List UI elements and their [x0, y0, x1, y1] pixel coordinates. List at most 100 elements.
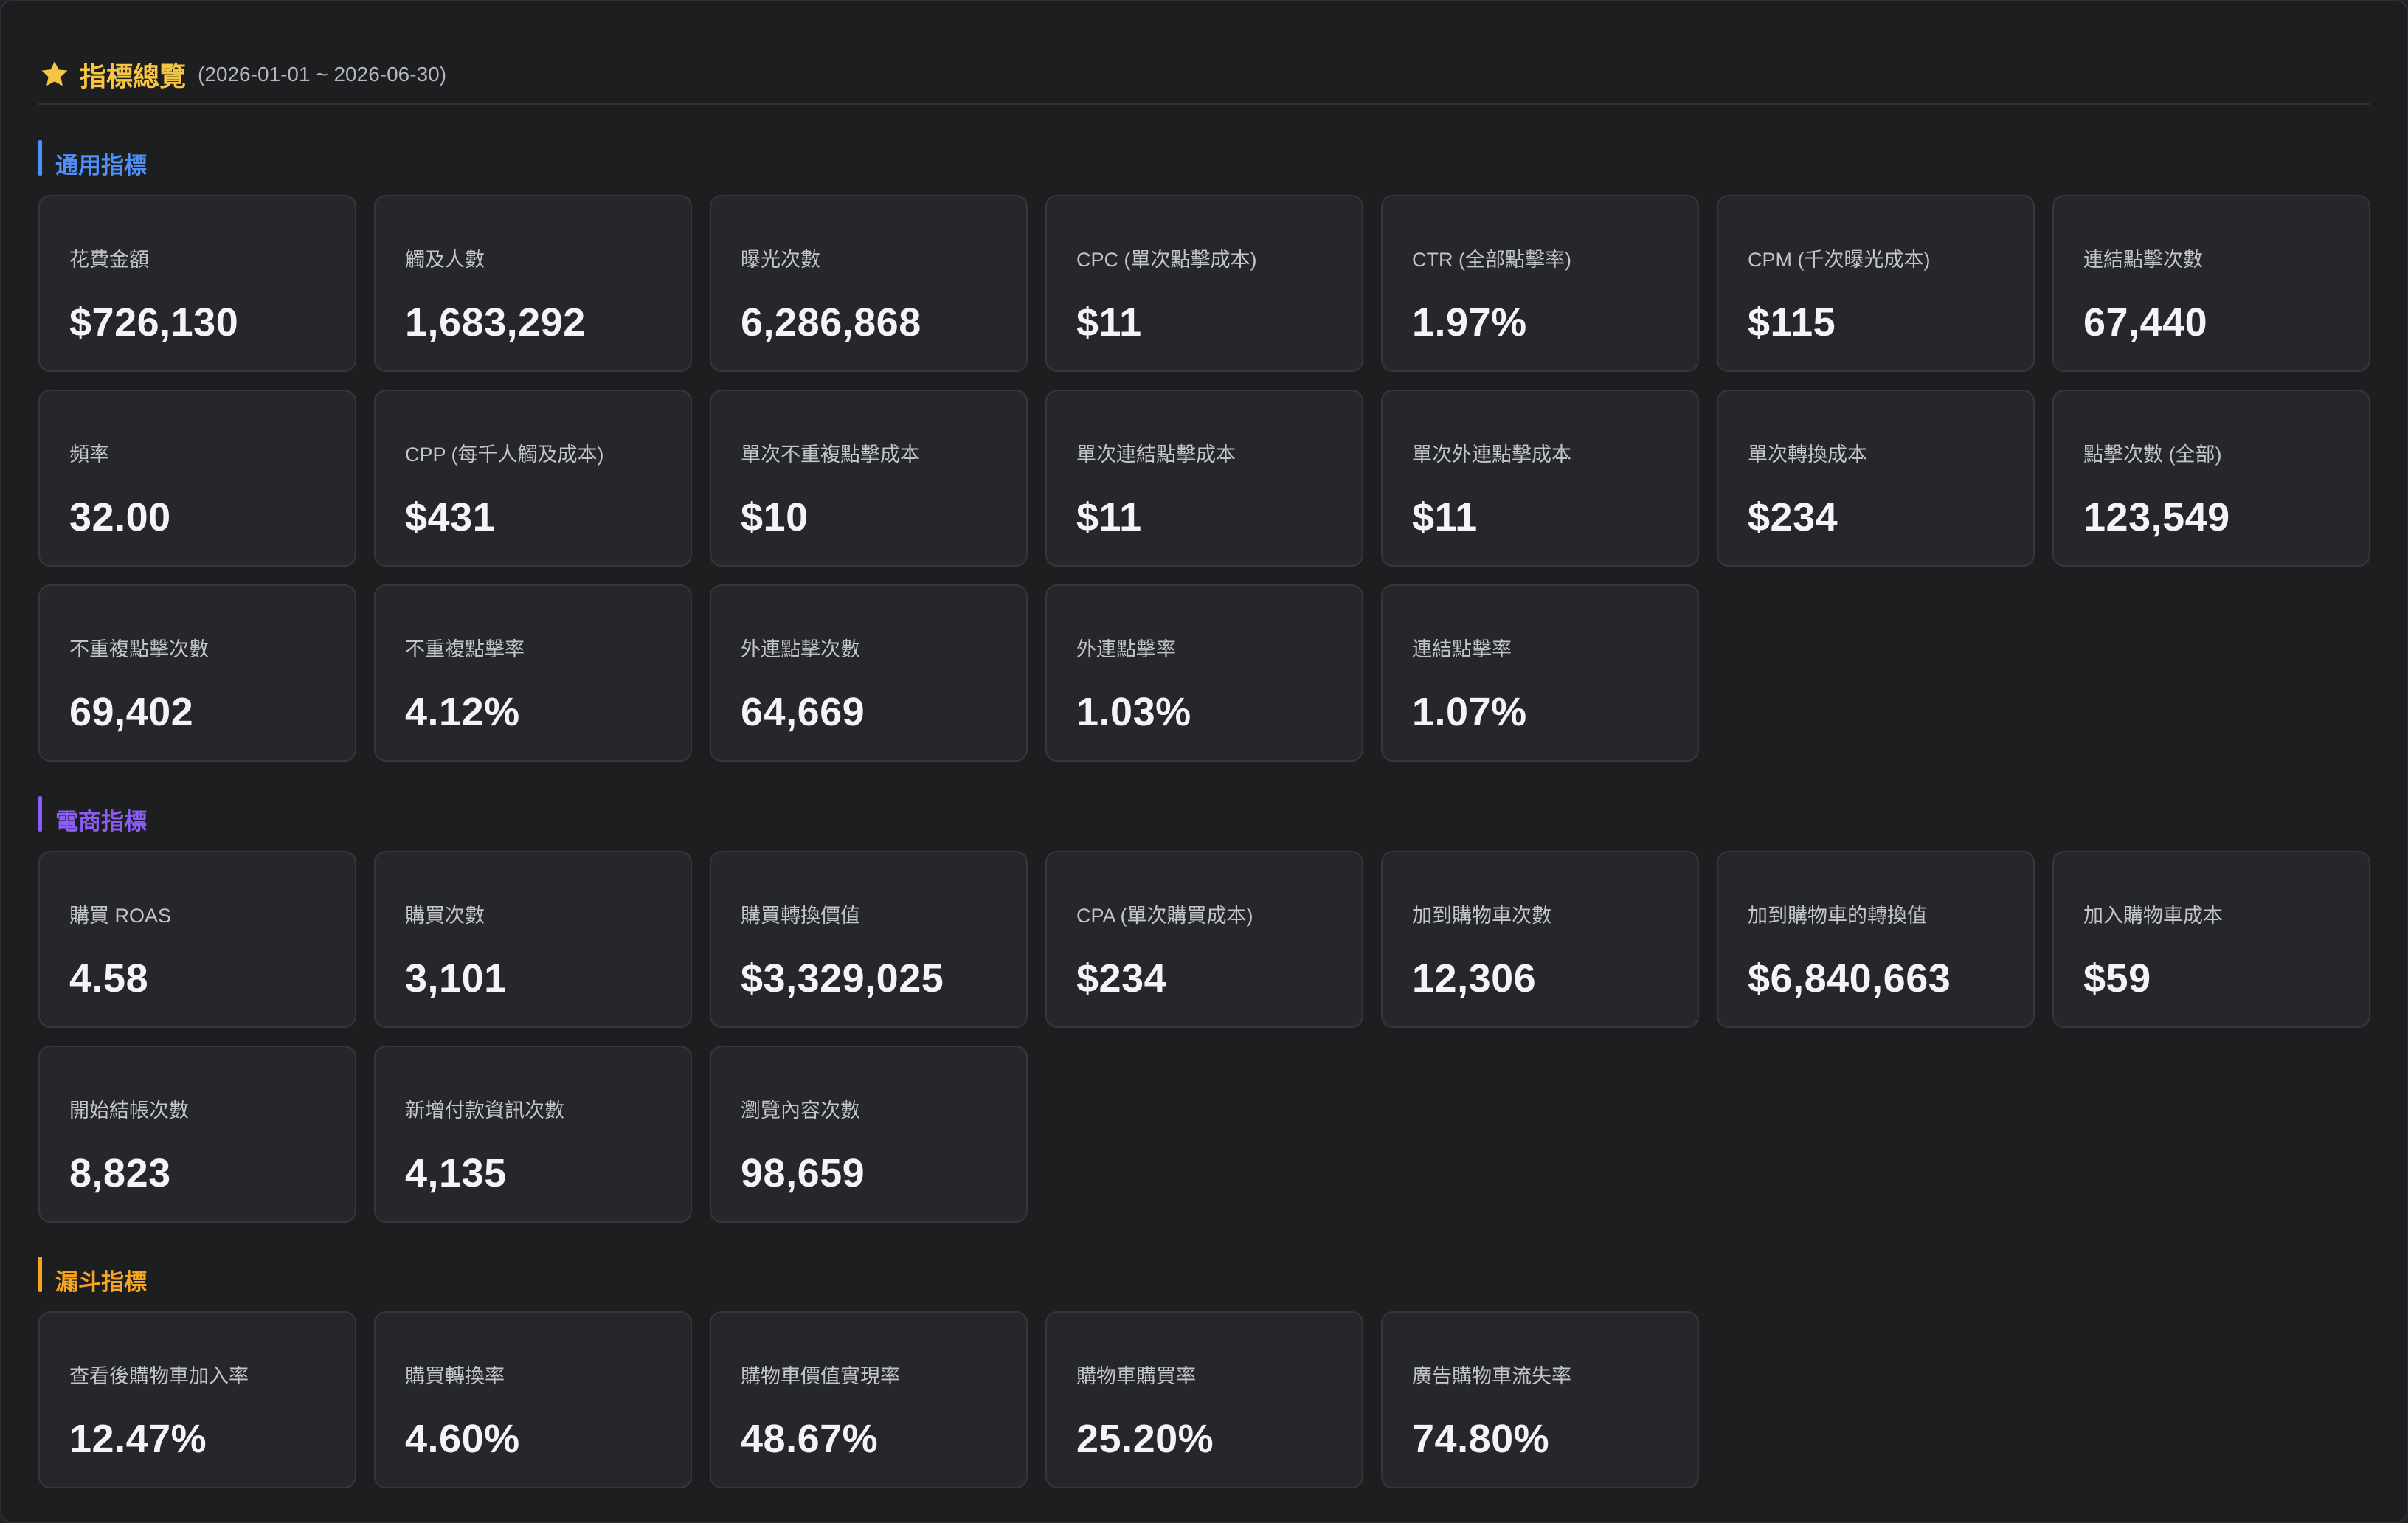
- metric-card-link-ctr: 連結點擊率 1.07%: [1381, 584, 1699, 762]
- metric-label: 購買轉換率: [405, 1365, 505, 1387]
- metric-card-unique-clicks: 不重複點擊次數 69,402: [38, 584, 356, 762]
- metric-label: 連結點擊次數: [2083, 249, 2203, 271]
- metric-card-cpc: CPC (單次點擊成本) $11: [1045, 195, 1363, 372]
- metric-card-link-clicks: 連結點擊次數 67,440: [2052, 195, 2370, 372]
- metric-card-payment-info: 新增付款資訊次數 4,135: [374, 1046, 692, 1223]
- metric-value: 8,823: [69, 1151, 171, 1195]
- metric-value: 98,659: [741, 1151, 865, 1195]
- metric-value: 1.97%: [1412, 300, 1527, 345]
- metric-value: $6,840,663: [1748, 956, 1951, 1001]
- metric-value: 1.07%: [1412, 690, 1527, 734]
- metric-label: 單次連結點擊成本: [1076, 443, 1236, 466]
- metric-card-add-to-cart-cost: 加入購物車成本 $59: [2052, 851, 2370, 1028]
- star-icon: [41, 61, 68, 86]
- metric-card-reach: 觸及人數 1,683,292: [374, 195, 692, 372]
- section-general-title: 通用指標: [38, 140, 147, 179]
- metric-value: $234: [1076, 956, 1167, 1001]
- metric-card-add-to-cart: 加到購物車次數 12,306: [1381, 851, 1699, 1028]
- metric-label: 新增付款資訊次數: [405, 1099, 564, 1122]
- date-range: (2026-01-01 ~ 2026-06-30): [198, 63, 447, 86]
- metric-label: 單次不重複點擊成本: [741, 443, 920, 466]
- metric-card-purchases: 購買次數 3,101: [374, 851, 692, 1028]
- metric-label: 加到購物車的轉換值: [1748, 905, 1927, 927]
- metric-label: 外連點擊率: [1076, 638, 1176, 660]
- metric-value: $115: [1748, 300, 1836, 345]
- metric-label: 外連點擊次數: [741, 638, 860, 660]
- metric-value: 74.80%: [1412, 1417, 1550, 1461]
- metric-label: 單次外連點擊成本: [1412, 443, 1571, 466]
- metric-label: 點擊次數 (全部): [2083, 443, 2222, 466]
- metric-value: 4.60%: [405, 1417, 520, 1461]
- metric-value: 4,135: [405, 1151, 507, 1195]
- section-accent-bar: [38, 1257, 42, 1292]
- metric-label: CTR (全部點擊率): [1412, 249, 1571, 271]
- metric-label: 購物車購買率: [1076, 1365, 1196, 1387]
- metric-label: 曝光次數: [741, 249, 820, 271]
- section-accent-bar: [38, 140, 42, 176]
- metric-label: 加到購物車次數: [1412, 905, 1551, 927]
- metric-label: 查看後購物車加入率: [69, 1365, 249, 1387]
- section-label: 電商指標: [55, 809, 147, 835]
- ecommerce-metrics-grid: 購買 ROAS 4.58 購買次數 3,101 購買轉換價值 $3,329,025 C…: [38, 851, 2373, 1223]
- metric-value: 123,549: [2083, 495, 2230, 539]
- metric-card-cpp: CPP (每千人觸及成本) $431: [374, 390, 692, 567]
- metric-value: 4.58: [69, 956, 149, 1001]
- metric-label: CPP (每千人觸及成本): [405, 443, 604, 466]
- metric-label: 花費金額: [69, 249, 149, 271]
- section-funnel-title: 漏斗指標: [38, 1257, 147, 1295]
- metric-card-content-views: 瀏覽內容次數 98,659: [710, 1046, 1028, 1223]
- metric-value: $59: [2083, 956, 2151, 1001]
- metric-card-cpa: CPA (單次購買成本) $234: [1045, 851, 1363, 1028]
- metric-value: $726,130: [69, 300, 239, 345]
- metric-card-unique-ctr: 不重複點擊率 4.12%: [374, 584, 692, 762]
- metric-label: 購買 ROAS: [69, 905, 172, 927]
- metric-label: 開始結帳次數: [69, 1099, 189, 1122]
- metric-value: $3,329,025: [741, 956, 944, 1001]
- metric-value: 3,101: [405, 956, 507, 1001]
- metric-label: CPM (千次曝光成本): [1748, 249, 1931, 271]
- metric-card-cost-per-unique-click: 單次不重複點擊成本 $10: [710, 390, 1028, 567]
- metric-card-cart-value-realization: 購物車價值實現率 48.67%: [710, 1311, 1028, 1488]
- metric-card-cost-per-link-click: 單次連結點擊成本 $11: [1045, 390, 1363, 567]
- metric-value: $234: [1748, 495, 1838, 539]
- metric-value: 32.00: [69, 495, 171, 539]
- metric-value: 64,669: [741, 690, 865, 734]
- metric-value: $11: [1076, 495, 1142, 539]
- metric-card-cost-per-outbound-click: 單次外連點擊成本 $11: [1381, 390, 1699, 567]
- metric-value: 12.47%: [69, 1417, 207, 1461]
- metric-value: 67,440: [2083, 300, 2208, 345]
- metric-value: 69,402: [69, 690, 194, 734]
- panel-header: 指標總覽 (2026-01-01 ~ 2026-06-30): [38, 46, 2370, 105]
- metric-card-spend: 花費金額 $726,130: [38, 195, 356, 372]
- metric-value: $431: [405, 495, 496, 539]
- metric-card-cost-per-conversion: 單次轉換成本 $234: [1717, 390, 2035, 567]
- general-metrics-grid: 花費金額 $726,130 觸及人數 1,683,292 曝光次數 6,286,868…: [38, 195, 2373, 762]
- metric-value: $10: [741, 495, 809, 539]
- metric-label: CPC (單次點擊成本): [1076, 249, 1257, 271]
- metric-label: 不重複點擊率: [405, 638, 525, 660]
- metric-label: 不重複點擊次數: [69, 638, 209, 660]
- metric-card-purchase-roas: 購買 ROAS 4.58: [38, 851, 356, 1028]
- metric-value: 1,683,292: [405, 300, 586, 345]
- metric-label: 連結點擊率: [1412, 638, 1512, 660]
- section-label: 通用指標: [55, 153, 147, 179]
- metric-card-frequency: 頻率 32.00: [38, 390, 356, 567]
- metric-label: 觸及人數: [405, 249, 485, 271]
- metric-value: 1.03%: [1076, 690, 1191, 734]
- section-label: 漏斗指標: [55, 1269, 147, 1295]
- metric-card-outbound-clicks: 外連點擊次數 64,669: [710, 584, 1028, 762]
- section-ecommerce-title: 電商指標: [38, 796, 147, 835]
- metric-value: 4.12%: [405, 690, 520, 734]
- metric-value: 48.67%: [741, 1417, 879, 1461]
- metric-label: 頻率: [69, 443, 109, 466]
- metric-value: 12,306: [1412, 956, 1537, 1001]
- metric-card-cart-purchase-rate: 購物車購買率 25.20%: [1045, 1311, 1363, 1488]
- metric-label: 單次轉換成本: [1748, 443, 1867, 466]
- metric-label: 瀏覽內容次數: [741, 1099, 860, 1122]
- metric-label: 加入購物車成本: [2083, 905, 2223, 927]
- metric-card-clicks-all: 點擊次數 (全部) 123,549: [2052, 390, 2370, 567]
- metric-value: 25.20%: [1076, 1417, 1214, 1461]
- metric-card-view-to-cart-rate: 查看後購物車加入率 12.47%: [38, 1311, 356, 1488]
- metric-card-cart-abandonment-rate: 廣告購物車流失率 74.80%: [1381, 1311, 1699, 1488]
